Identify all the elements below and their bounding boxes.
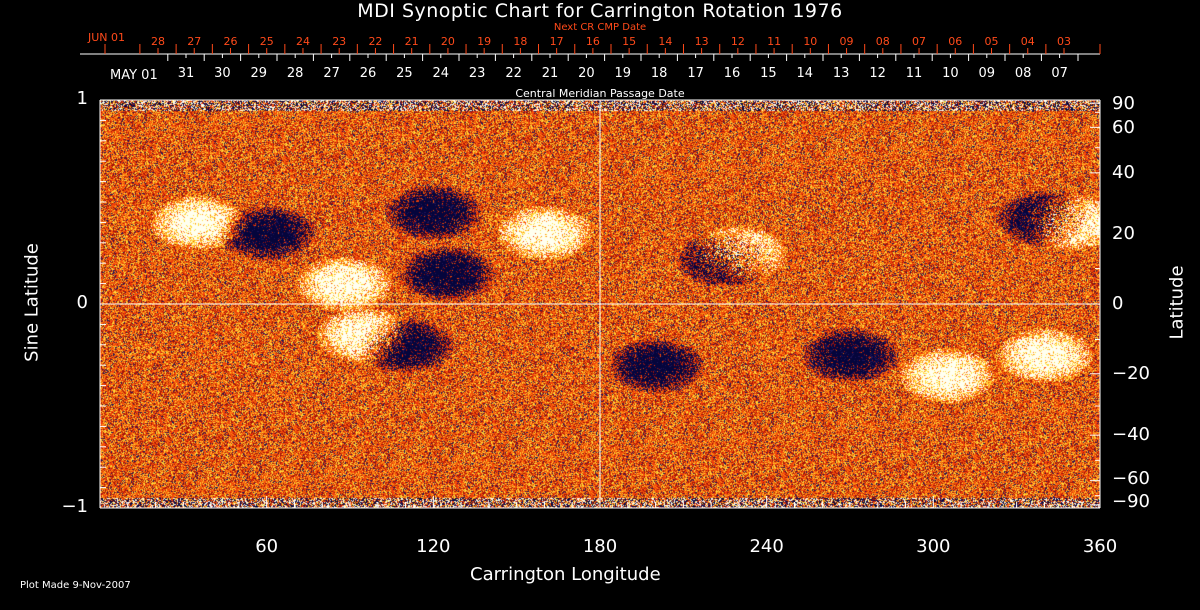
next-cr-date-label: 26 <box>223 35 238 48</box>
cmp-date-label: 21 <box>541 66 559 81</box>
x-tick-label: 120 <box>416 536 451 557</box>
next-cr-date-label: 22 <box>368 35 383 48</box>
next-cr-date-label: 19 <box>477 35 492 48</box>
y-tick-label-right: 20 <box>1112 223 1135 245</box>
next-cr-date-label: 12 <box>730 35 745 48</box>
cmp-axis-label: Central Meridian Passage Date <box>515 87 685 100</box>
next-cr-date-label: 15 <box>622 35 637 48</box>
cmp-date-label: 09 <box>978 66 996 81</box>
next-cr-date-label: 11 <box>767 35 782 48</box>
x-tick-label: 180 <box>582 536 618 557</box>
next-cr-date-label: 18 <box>513 35 528 48</box>
cmp-date-label: 20 <box>578 66 595 81</box>
cmp-date-label: 17 <box>687 66 704 81</box>
next-cr-date-label: 23 <box>332 35 347 48</box>
next-cr-date-label: 17 <box>549 35 564 48</box>
next-cr-date-label: 10 <box>803 35 818 48</box>
y-tick-label-left: −1 <box>61 496 88 517</box>
next-cr-date-label: 06 <box>948 35 963 48</box>
cmp-date-label: 27 <box>323 66 340 81</box>
y-tick-label-right: 60 <box>1112 117 1135 139</box>
y-tick-label-left: 0 <box>76 292 88 313</box>
cmp-date-label: 29 <box>250 66 268 81</box>
next-cr-date-label: 24 <box>295 35 310 48</box>
y-axis-label-left: Sine Latitude <box>21 243 43 362</box>
next-cr-date-label: 27 <box>187 35 202 48</box>
x-tick-label: 360 <box>1082 536 1118 557</box>
cmp-date-label: 23 <box>468 66 486 81</box>
cmp-date-label: 26 <box>359 66 377 81</box>
y-tick-label-right: −40 <box>1112 424 1150 446</box>
cmp-date-label: 13 <box>832 66 850 81</box>
y-tick-label-right: −60 <box>1112 467 1150 489</box>
next-cr-date-label: 07 <box>912 35 927 48</box>
cmp-date-label: 22 <box>505 66 522 81</box>
next-cr-start-label: JUN 01 <box>88 31 126 44</box>
cmp-date-label: 25 <box>396 66 413 81</box>
next-cr-date-label: 25 <box>259 35 274 48</box>
y-tick-label-right: −20 <box>1112 362 1150 384</box>
cmp-date-label: 19 <box>614 66 632 81</box>
next-cr-date-label: 08 <box>875 35 890 48</box>
cmp-date-label: 30 <box>214 66 231 81</box>
next-cr-date-label: 05 <box>984 35 999 48</box>
cmp-start-label: MAY 01 <box>110 68 158 83</box>
x-axis-label: Carrington Longitude <box>470 564 661 585</box>
cmp-date-label: 07 <box>1051 66 1068 81</box>
chart-title: MDI Synoptic Chart for Carrington Rotati… <box>357 0 843 22</box>
cmp-date-label: 10 <box>942 66 959 81</box>
y-tick-label-right: 40 <box>1112 161 1135 183</box>
next-cr-date-label: 13 <box>694 35 709 48</box>
x-tick-label: 60 <box>255 536 279 557</box>
cmp-date-label: 16 <box>723 66 741 81</box>
y-tick-label-right: −90 <box>1112 491 1150 512</box>
cmp-date-label: 18 <box>650 66 668 81</box>
next-cr-axis-label: Next CR CMP Date <box>553 22 647 33</box>
cmp-date-label: 24 <box>432 66 450 81</box>
next-cr-date-label: 14 <box>658 35 673 48</box>
next-cr-date-label: 21 <box>404 35 419 48</box>
next-cr-date-label: 04 <box>1020 35 1035 48</box>
y-tick-label-right: 0 <box>1112 293 1124 314</box>
cmp-date-label: 12 <box>869 66 886 81</box>
x-tick-label: 240 <box>749 536 784 557</box>
cmp-date-label: 11 <box>905 66 923 81</box>
cmp-date-label: 14 <box>796 66 814 81</box>
y-axis-label-right: Latitude <box>1166 265 1188 340</box>
cmp-date-label: 15 <box>760 66 777 81</box>
next-cr-date-label: 09 <box>839 35 854 48</box>
y-tick-label-left: 1 <box>76 88 88 109</box>
x-tick-label: 300 <box>916 536 951 557</box>
cmp-date-label: 28 <box>286 66 304 81</box>
next-cr-date-label: 20 <box>440 35 455 48</box>
next-cr-date-label: 03 <box>1057 35 1071 48</box>
y-tick-label-right: 90 <box>1112 93 1135 114</box>
plot-made-date: Plot Made 9-Nov-2007 <box>20 580 131 591</box>
next-cr-date-label: 16 <box>585 35 600 48</box>
cmp-date-label: 31 <box>177 66 195 81</box>
cmp-date-label: 08 <box>1014 66 1032 81</box>
next-cr-date-label: 28 <box>151 35 165 48</box>
